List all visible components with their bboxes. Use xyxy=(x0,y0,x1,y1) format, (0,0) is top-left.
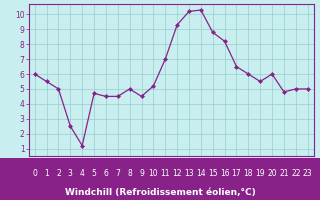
Text: 14: 14 xyxy=(196,168,206,178)
Text: 10: 10 xyxy=(148,168,158,178)
Text: 5: 5 xyxy=(92,168,97,178)
Text: 22: 22 xyxy=(291,168,300,178)
Text: 1: 1 xyxy=(44,168,49,178)
Text: 21: 21 xyxy=(279,168,289,178)
Text: 20: 20 xyxy=(267,168,277,178)
Text: 18: 18 xyxy=(244,168,253,178)
Text: 13: 13 xyxy=(184,168,194,178)
Text: 4: 4 xyxy=(80,168,84,178)
Text: 15: 15 xyxy=(208,168,218,178)
Text: 7: 7 xyxy=(116,168,120,178)
Text: Windchill (Refroidissement éolien,°C): Windchill (Refroidissement éolien,°C) xyxy=(65,188,255,196)
Text: 19: 19 xyxy=(255,168,265,178)
Text: 16: 16 xyxy=(220,168,229,178)
Text: 6: 6 xyxy=(103,168,108,178)
Text: 8: 8 xyxy=(127,168,132,178)
Text: 23: 23 xyxy=(303,168,312,178)
Text: 12: 12 xyxy=(172,168,182,178)
Text: 11: 11 xyxy=(161,168,170,178)
Text: 9: 9 xyxy=(139,168,144,178)
Text: 3: 3 xyxy=(68,168,73,178)
Text: 0: 0 xyxy=(32,168,37,178)
Text: 2: 2 xyxy=(56,168,61,178)
Text: 17: 17 xyxy=(232,168,241,178)
